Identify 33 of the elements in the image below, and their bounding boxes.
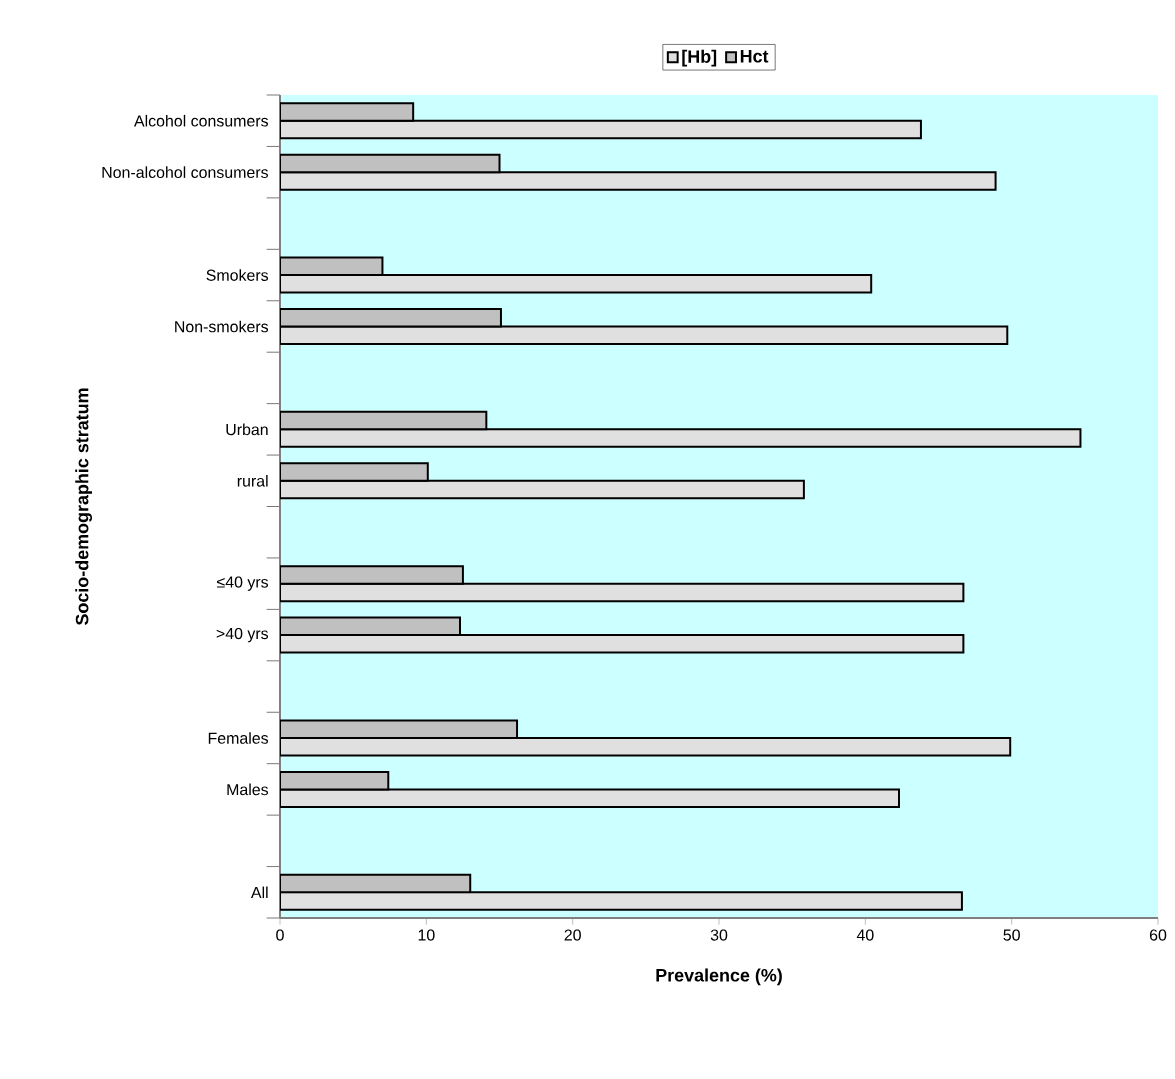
y-tick-label: Non-alcohol consumers (102, 166, 269, 178)
y-tick-label: All (250, 886, 268, 899)
legend-label: [Hb] (682, 49, 717, 67)
x-tick-label: 0 (276, 929, 284, 941)
bar (280, 102, 415, 122)
y-tick-label: Males (227, 783, 269, 796)
x-tick-label: 50 (1003, 929, 1020, 941)
y-tick-label: Non-smokers (175, 320, 269, 333)
legend-label: Hct (740, 50, 769, 63)
x-tick-label: 30 (710, 929, 728, 941)
bar (280, 462, 429, 482)
bar (280, 788, 900, 808)
y-tick-label: rural (237, 474, 268, 487)
bar (280, 274, 873, 294)
x-axis-title: Prevalence (%) (656, 968, 782, 986)
y-tick-label: Urban (226, 423, 268, 436)
bar (280, 171, 997, 191)
y-axis-title: Socio-demographic stratum (75, 388, 93, 626)
y-tick-label: ≤40 yrs (216, 576, 269, 591)
bar (280, 891, 963, 911)
bar (280, 565, 464, 585)
y-tick-label: Females (208, 732, 269, 744)
x-tick-label: 60 (1149, 929, 1167, 941)
x-tick-label: 40 (856, 929, 874, 941)
y-tick-label: >40 yrs (216, 627, 269, 643)
bar (280, 719, 519, 739)
bar (280, 634, 965, 654)
bar (280, 428, 1082, 448)
y-tick-label: Alcohol consumers (133, 114, 269, 127)
x-tick-label: 20 (564, 929, 581, 941)
bar (280, 325, 1009, 345)
y-tick-label: Smokers (206, 269, 269, 281)
x-tick-label: 10 (418, 929, 435, 941)
